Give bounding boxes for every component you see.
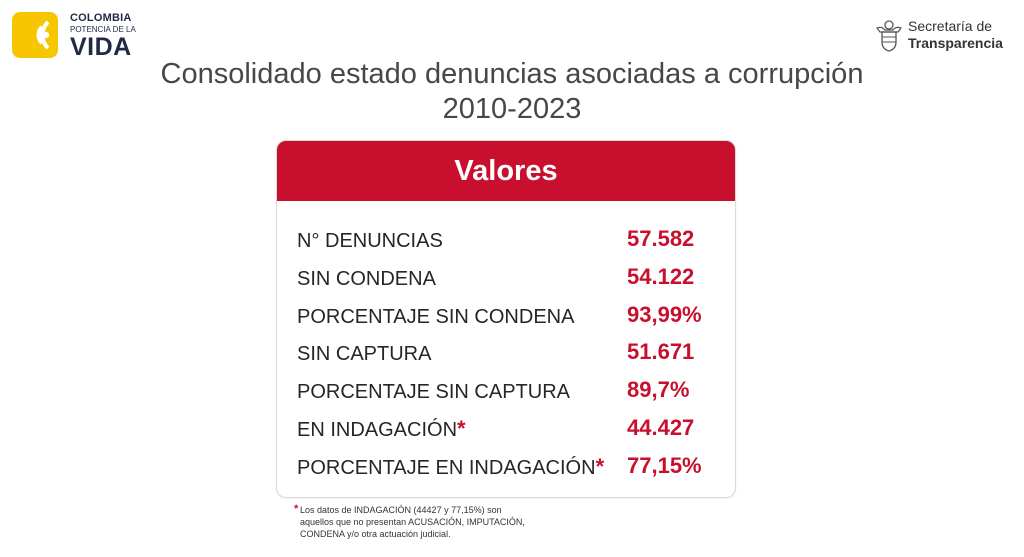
logo-text-vida: VIDA <box>70 33 132 61</box>
values-list: N° DENUNCIAS 57.582 SIN CONDENA 54.122 P… <box>297 221 717 486</box>
secretaria-transparencia-logo: Secretaría de Transparencia <box>874 18 1014 54</box>
footnote-line-1: Los datos de INDAGACIÓN (44427 y 77,15%)… <box>300 505 502 515</box>
footnote: * Los datos de INDAGACIÓN (44427 y 77,15… <box>294 503 590 540</box>
row-porcentaje-en-indagacion: PORCENTAJE EN INDAGACIÓN* 77,15% <box>297 448 717 486</box>
values-card: Valores N° DENUNCIAS 57.582 SIN CONDENA … <box>276 140 736 498</box>
row-value: 89,7% <box>627 377 690 403</box>
row-label: N° DENUNCIAS <box>297 230 443 252</box>
logo-secretaria-text: Secretaría de <box>908 18 993 34</box>
row-sin-captura: SIN CAPTURA 51.671 <box>297 334 717 372</box>
row-label: SIN CAPTURA <box>297 343 432 366</box>
logo-text-colombia: COLOMBIA <box>70 12 132 24</box>
coat-of-arms-icon <box>876 20 902 52</box>
row-porcentaje-sin-condena: PORCENTAJE SIN CONDENA 93,99% <box>297 297 717 335</box>
row-value: 44.427 <box>627 414 695 440</box>
footnote-asterisk: * <box>294 503 299 515</box>
asterisk-marker: * <box>457 415 466 441</box>
row-label: EN INDAGACIÓN* <box>297 415 466 441</box>
row-porcentaje-sin-captura: PORCENTAJE SIN CAPTURA 89,7% <box>297 372 717 410</box>
row-value: 77,15% <box>627 452 702 478</box>
colombia-logo-icon <box>12 12 58 58</box>
row-value: 57.582 <box>627 226 695 251</box>
footnote-line-3: CONDENA y/o otra actuación judicial. <box>300 529 451 539</box>
row-en-indagacion: EN INDAGACIÓN* 44.427 <box>297 410 717 448</box>
card-header: Valores <box>277 141 735 201</box>
row-value: 51.671 <box>627 339 695 365</box>
row-denuncias: N° DENUNCIAS 57.582 <box>297 221 717 259</box>
row-value: 54.122 <box>627 263 695 289</box>
page-title: Consolidado estado denuncias asociadas a… <box>160 58 864 90</box>
row-label: PORCENTAJE EN INDAGACIÓN* <box>297 453 605 479</box>
asterisk-marker: * <box>595 453 605 479</box>
row-label: PORCENTAJE SIN CAPTURA <box>297 381 570 404</box>
colombia-potencia-de-la-vida-logo: COLOMBIA POTENCIA DE LA VIDA <box>12 10 152 61</box>
footnote-line-2: aquellos que no presentan ACUSACIÓN, IMP… <box>300 517 525 527</box>
logo-text-potencia: POTENCIA DE LA <box>70 25 136 34</box>
row-sin-condena: SIN CONDENA 54.122 <box>297 259 717 297</box>
page-subtitle-years: 2010-2023 <box>442 93 582 125</box>
row-label: SIN CONDENA <box>297 267 436 290</box>
row-value: 93,99% <box>627 301 702 327</box>
logo-transparencia-text: Transparencia <box>908 35 1003 51</box>
row-label: PORCENTAJE SIN CONDENA <box>297 305 575 328</box>
